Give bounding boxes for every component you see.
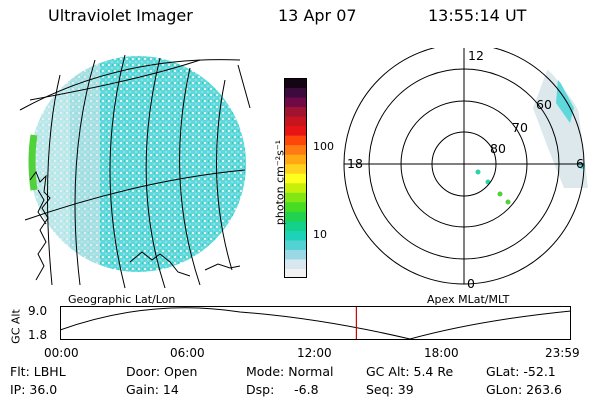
geographic-image xyxy=(19,54,251,289)
mlt-label-12: 12 xyxy=(468,48,484,63)
colorbar-tick-100: 100 xyxy=(313,140,334,153)
uv-polar-emission xyxy=(475,68,588,205)
colorbar-unit-label: photon cm⁻²s⁻¹ xyxy=(273,139,287,226)
info-ip: IP: 36.0 xyxy=(10,382,58,397)
colorbar-band xyxy=(284,192,307,203)
altitude-ylabel: GC Alt xyxy=(9,309,23,344)
mlt-label-18: 18 xyxy=(347,156,363,171)
mlat-label-70: 70 xyxy=(512,120,528,135)
colorbar-band xyxy=(284,106,307,117)
right-panel-caption: Apex MLat/MLT xyxy=(427,293,510,306)
mlt-label-6: 6 xyxy=(576,156,584,171)
colorbar-band xyxy=(284,116,307,127)
colorbar-band xyxy=(284,268,307,278)
colorbar-band xyxy=(284,135,307,146)
colorbar-band xyxy=(284,78,307,89)
info-glon: GLon: 263.6 xyxy=(486,382,562,397)
colorbar-band xyxy=(284,163,307,174)
colorbar-band xyxy=(284,87,307,98)
mlat-label-80: 80 xyxy=(490,141,506,156)
info-mode: Mode: Normal xyxy=(246,364,334,379)
intensity-colorbar xyxy=(284,78,307,278)
observation-date: 13 Apr 07 xyxy=(278,6,357,25)
colorbar-band xyxy=(284,173,307,184)
info-flt: Flt: LBHL xyxy=(10,364,66,379)
info-dsp: Dsp: -6.8 xyxy=(246,382,319,397)
colorbar-tick-10: 10 xyxy=(313,228,327,241)
colorbar-band xyxy=(284,211,307,222)
colorbar-band xyxy=(284,258,307,269)
altitude-plot xyxy=(60,306,572,340)
info-glat: GLat: -52.1 xyxy=(486,364,556,379)
altitude-xtick-0600: 06:00 xyxy=(170,346,205,360)
colorbar-band xyxy=(284,220,307,231)
colorbar-band xyxy=(284,182,307,193)
mlat-label-60: 60 xyxy=(536,97,552,112)
info-seq: Seq: 39 xyxy=(366,382,414,397)
lat-lon-grid xyxy=(19,54,251,289)
colorbar-band xyxy=(284,201,307,212)
uv-emission-disk xyxy=(30,56,246,272)
altitude-xtick-1800: 18:00 xyxy=(424,346,459,360)
altitude-xtick-2359: 23:59 xyxy=(545,346,580,360)
colorbar-band xyxy=(284,144,307,155)
colorbar-band xyxy=(284,154,307,165)
colorbar-band xyxy=(284,249,307,260)
left-panel-caption: Geographic Lat/Lon xyxy=(68,293,176,306)
info-gain: Gain: 14 xyxy=(126,382,179,397)
altitude-xtick-1200: 12:00 xyxy=(297,346,332,360)
instrument-title: Ultraviolet Imager xyxy=(48,6,193,25)
colorbar-band xyxy=(284,230,307,241)
altitude-xtick-0000: 00:00 xyxy=(44,346,79,360)
coastline xyxy=(29,170,241,281)
colorbar-band xyxy=(284,239,307,250)
observation-time: 13:55:14 UT xyxy=(428,6,527,25)
colorbar-band xyxy=(284,125,307,136)
info-door: Door: Open xyxy=(126,364,198,379)
altitude-ytick-low: 1.8 xyxy=(28,328,48,342)
polar-plot xyxy=(343,48,588,285)
info-gc-alt: GC Alt: 5.4 Re xyxy=(366,364,454,379)
altitude-ytick-high: 9.0 xyxy=(28,304,48,318)
colorbar-band xyxy=(284,97,307,108)
mlt-label-0: 0 xyxy=(467,276,475,291)
